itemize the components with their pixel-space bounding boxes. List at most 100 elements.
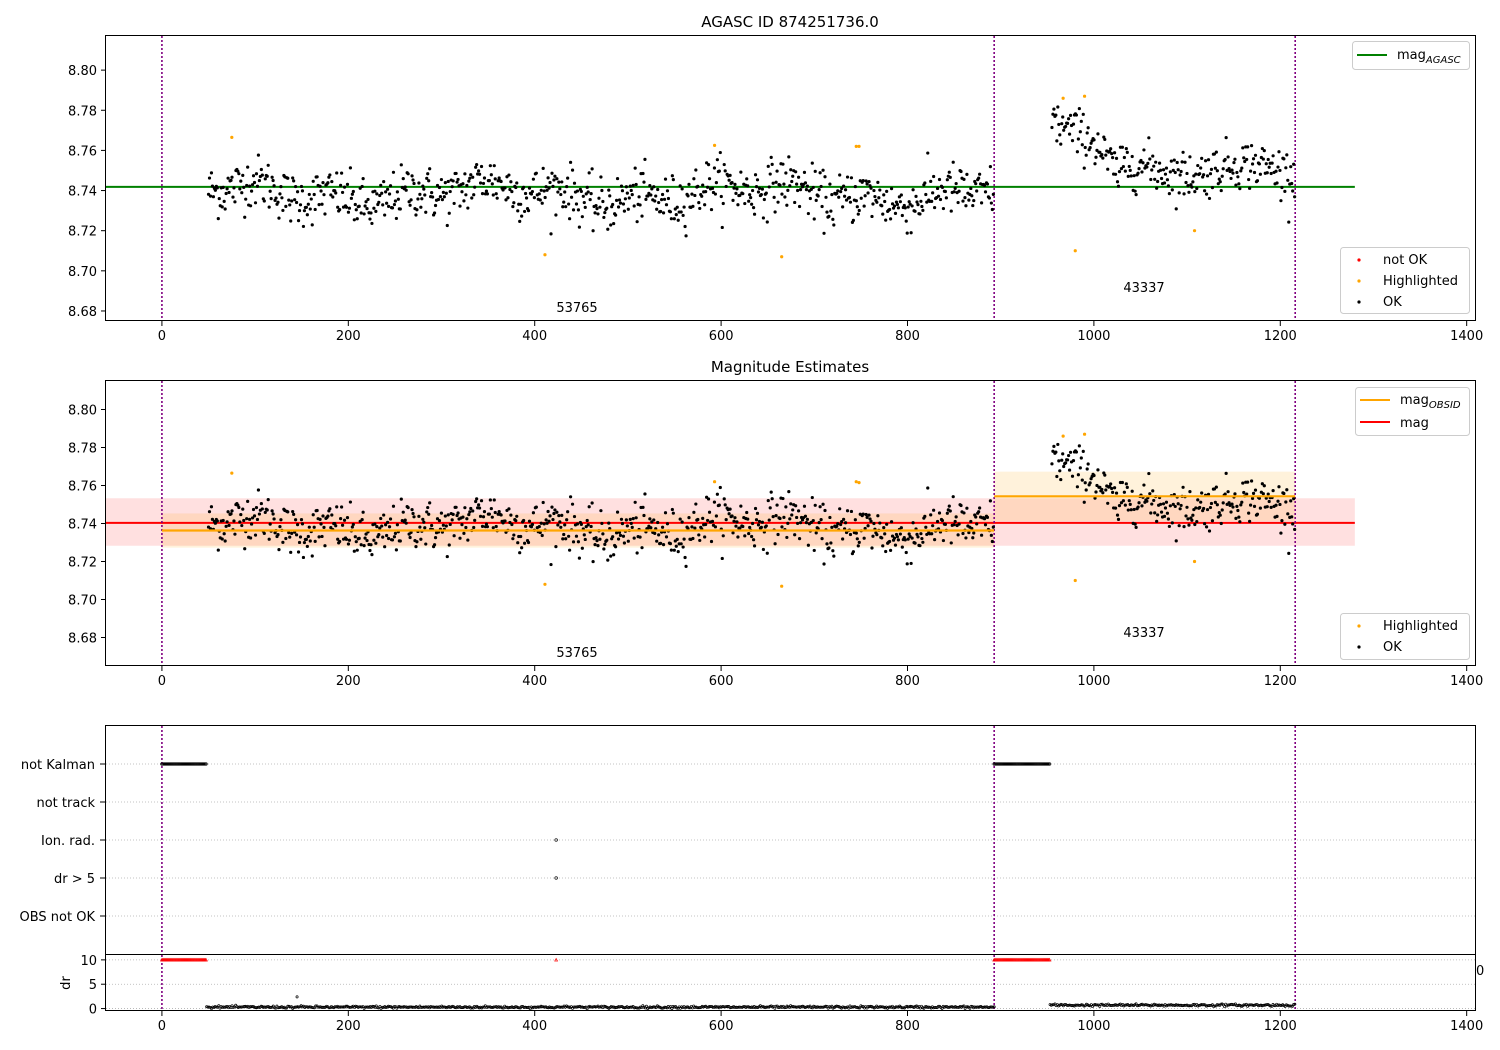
highlighted-point [857,144,861,148]
ok-point [1121,499,1125,503]
ok-point [781,162,785,166]
highlighted-point [780,584,784,588]
ok-point [969,519,973,524]
ok-point [893,543,898,547]
ok-point [612,553,616,557]
ok-point [1240,500,1244,504]
ok-point [696,184,700,188]
ok-point [1061,452,1065,456]
ok-point [1199,500,1203,504]
ok-point [538,198,542,202]
ok-point [1213,500,1217,504]
flag-point [1037,762,1041,766]
ok-point [705,185,710,189]
ok-point [899,526,903,530]
dr-point [1129,1003,1133,1007]
ok-point [622,541,627,545]
highlighted-point [780,255,784,259]
ok-point [910,536,914,540]
ok-point [898,532,902,536]
ok-point [226,176,230,180]
highlighted-point [1073,249,1077,253]
flag-point [175,762,179,766]
ok-point [783,195,787,199]
y-tick-label: 8.74 [68,185,97,200]
ok-point [328,173,332,177]
ok-point [307,192,311,197]
ok-point [1209,167,1214,171]
ok-point [751,521,755,526]
ok-point [370,553,374,557]
dr-point [1137,1003,1140,1007]
ok-point [295,523,300,527]
ok-point [810,161,814,165]
ok-point [1061,115,1065,119]
flag-point [197,762,201,766]
ok-point [819,518,823,522]
ok-point [859,196,863,200]
ok-point [249,522,254,526]
ok-point [793,200,797,205]
ok-point [660,525,665,529]
ok-point [594,204,598,208]
highlighted-point [1061,96,1065,100]
ok-point [1168,170,1172,174]
ok-point [522,518,526,523]
flag-point [1021,762,1025,766]
ok-point [495,196,499,200]
ok-point [1283,522,1287,526]
dr-point [224,1005,228,1009]
ok-point [806,543,810,547]
dr-point [687,1006,691,1010]
ok-point [1077,106,1081,111]
ok-point [484,522,489,526]
ok-point [1052,444,1056,448]
ok-point [1158,168,1163,172]
ok-point [565,184,569,189]
ok-point [354,540,358,544]
flag-label-dr-gt-5: dr > 5 [54,872,95,887]
ok-point [454,171,458,176]
ok-point [1194,506,1198,510]
ok-point [778,516,782,521]
ok-point [1067,468,1072,472]
ok-point [1115,513,1120,517]
ok-point [1250,496,1255,500]
dr-point [711,1005,715,1009]
ok-point [1274,169,1278,173]
ok-point [840,186,844,191]
ok-point [1214,485,1218,489]
ok-point [520,214,524,218]
ok-point [522,209,527,214]
ok-point [1290,181,1294,186]
dr-plot-area [106,955,1476,1011]
estimates-plot-area [106,381,1355,666]
ok-point [265,174,269,178]
ok-point [1238,187,1242,191]
ok-point [238,520,242,524]
dr-point [1189,1004,1193,1008]
ok-point [941,206,946,211]
ok-point [295,190,300,194]
x-tick-label: 800 [895,674,920,689]
y-tick-label: 8.68 [68,305,97,320]
legend-marker-highlighted [1357,624,1361,628]
ok-point [352,218,356,222]
ok-point [420,197,424,201]
ok-point [778,183,782,187]
ok-point [717,169,721,173]
flag-point [188,762,193,766]
x-tick-label: 600 [709,1019,734,1034]
ok-point [241,173,245,177]
ok-point [289,550,293,554]
ok-point [748,525,752,530]
ok-point [1179,169,1183,174]
ok-point [428,501,432,505]
ok-point [318,184,322,188]
ok-point [511,537,515,541]
ok-point [1150,168,1154,172]
ok-point [229,512,233,516]
ok-point [516,209,520,213]
ok-point [417,181,421,185]
ok-point [571,208,576,212]
